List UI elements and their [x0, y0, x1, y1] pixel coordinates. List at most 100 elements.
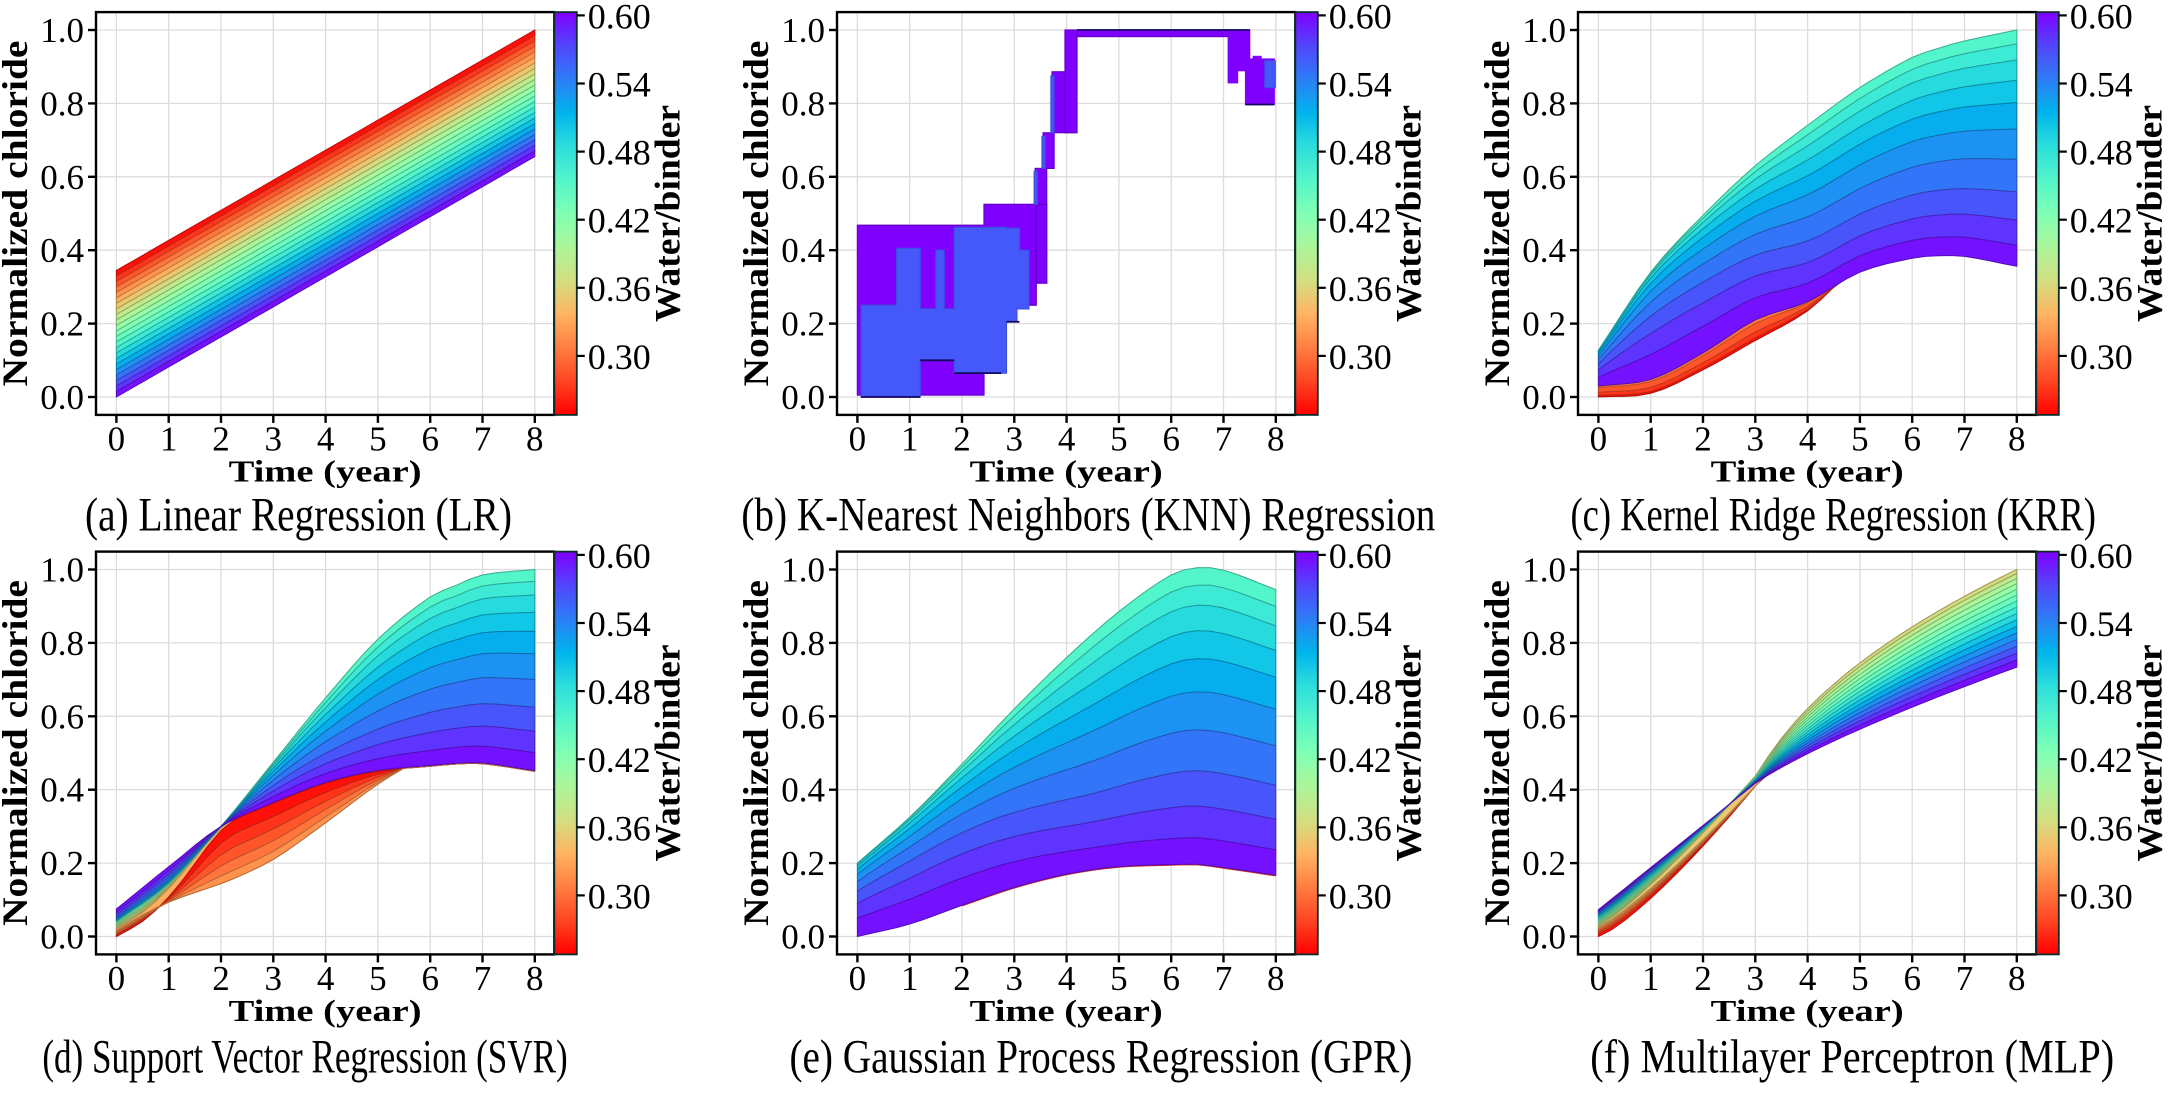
svg-text:0.54: 0.54 — [2070, 604, 2133, 644]
svg-text:0.42: 0.42 — [2070, 201, 2133, 241]
svg-text:0.0: 0.0 — [781, 918, 825, 957]
svg-text:0.0: 0.0 — [781, 378, 825, 417]
svg-text:5: 5 — [1110, 419, 1128, 458]
svg-text:1: 1 — [160, 419, 178, 458]
svg-text:2: 2 — [212, 419, 230, 458]
svg-text:Water/binder: Water/binder — [1388, 644, 1428, 861]
svg-text:1.0: 1.0 — [1522, 551, 1566, 590]
svg-text:0.36: 0.36 — [2070, 808, 2133, 848]
svg-text:0.30: 0.30 — [588, 337, 651, 377]
svg-text:0.48: 0.48 — [2070, 133, 2133, 173]
svg-text:6: 6 — [1903, 419, 1921, 458]
svg-text:5: 5 — [1851, 419, 1869, 458]
svg-text:Normalized chloride: Normalized chloride — [736, 580, 776, 926]
svg-text:0.2: 0.2 — [781, 844, 825, 883]
svg-text:0.42: 0.42 — [588, 201, 651, 241]
svg-text:6: 6 — [421, 419, 439, 458]
svg-text:8: 8 — [526, 959, 544, 998]
svg-text:0: 0 — [849, 419, 867, 458]
svg-text:1: 1 — [160, 959, 178, 998]
svg-text:6: 6 — [1162, 959, 1180, 998]
svg-text:3: 3 — [265, 959, 283, 998]
svg-text:0.4: 0.4 — [40, 231, 84, 270]
svg-text:4: 4 — [1058, 959, 1076, 998]
svg-text:Normalized chloride: Normalized chloride — [1477, 40, 1517, 386]
svg-text:7: 7 — [1956, 959, 1974, 998]
svg-text:1.0: 1.0 — [781, 11, 825, 50]
svg-text:0.6: 0.6 — [781, 697, 825, 736]
svg-text:0.54: 0.54 — [1329, 65, 1392, 105]
svg-text:0.60: 0.60 — [2070, 536, 2133, 576]
svg-text:0.2: 0.2 — [40, 844, 84, 883]
svg-text:0.54: 0.54 — [588, 65, 651, 105]
svg-text:1: 1 — [901, 419, 919, 458]
svg-text:7: 7 — [474, 959, 492, 998]
svg-text:4: 4 — [1799, 419, 1817, 458]
svg-text:7: 7 — [1215, 419, 1233, 458]
svg-text:7: 7 — [474, 419, 492, 458]
svg-text:0.6: 0.6 — [1522, 697, 1566, 736]
svg-text:0.54: 0.54 — [2070, 65, 2133, 105]
svg-text:2: 2 — [953, 419, 971, 458]
svg-text:0.42: 0.42 — [588, 740, 651, 780]
svg-text:0.42: 0.42 — [1329, 740, 1392, 780]
svg-text:4: 4 — [317, 959, 335, 998]
svg-text:0.36: 0.36 — [588, 808, 651, 848]
svg-text:0: 0 — [108, 959, 126, 998]
svg-text:0: 0 — [849, 959, 867, 998]
svg-text:0.4: 0.4 — [781, 231, 825, 270]
svg-text:0.48: 0.48 — [2070, 672, 2133, 712]
svg-text:1: 1 — [1642, 419, 1660, 458]
svg-text:0.30: 0.30 — [1329, 876, 1392, 916]
svg-text:3: 3 — [1006, 959, 1024, 998]
svg-text:0.6: 0.6 — [781, 158, 825, 197]
svg-text:0: 0 — [1590, 959, 1608, 998]
svg-text:8: 8 — [2008, 959, 2026, 998]
svg-text:2: 2 — [953, 959, 971, 998]
svg-text:0: 0 — [108, 419, 126, 458]
svg-text:Normalized chloride: Normalized chloride — [736, 40, 776, 386]
svg-text:2: 2 — [1694, 959, 1712, 998]
svg-text:0.4: 0.4 — [781, 771, 825, 810]
svg-text:3: 3 — [1006, 419, 1024, 458]
svg-text:0.2: 0.2 — [1522, 844, 1566, 883]
svg-text:Time (year): Time (year) — [1711, 993, 1904, 1028]
svg-text:0.6: 0.6 — [1522, 158, 1566, 197]
svg-text:0: 0 — [1590, 419, 1608, 458]
svg-text:Normalized chloride: Normalized chloride — [0, 580, 35, 926]
svg-text:0.6: 0.6 — [40, 158, 84, 197]
svg-text:Time (year): Time (year) — [970, 454, 1163, 489]
svg-text:0.0: 0.0 — [1522, 918, 1566, 957]
svg-text:7: 7 — [1956, 419, 1974, 458]
svg-text:1.0: 1.0 — [40, 551, 84, 590]
svg-text:3: 3 — [1747, 959, 1765, 998]
svg-text:0.42: 0.42 — [2070, 740, 2133, 780]
svg-text:Water/binder: Water/binder — [2129, 644, 2169, 861]
svg-text:0.4: 0.4 — [1522, 231, 1566, 270]
svg-text:0.60: 0.60 — [588, 0, 651, 36]
svg-text:5: 5 — [369, 419, 387, 458]
svg-text:0.8: 0.8 — [40, 624, 84, 663]
svg-text:0.2: 0.2 — [1522, 305, 1566, 344]
svg-text:0.30: 0.30 — [2070, 337, 2133, 377]
svg-text:0.36: 0.36 — [1329, 269, 1392, 309]
svg-text:3: 3 — [265, 419, 283, 458]
svg-text:0.4: 0.4 — [1522, 771, 1566, 810]
svg-text:8: 8 — [2008, 419, 2026, 458]
svg-text:0.8: 0.8 — [1522, 84, 1566, 123]
svg-text:0.48: 0.48 — [1329, 672, 1392, 712]
svg-text:Time (year): Time (year) — [1711, 454, 1904, 489]
svg-text:0.8: 0.8 — [781, 624, 825, 663]
svg-text:0.54: 0.54 — [1329, 604, 1392, 644]
svg-text:Water/binder: Water/binder — [647, 644, 687, 861]
svg-text:7: 7 — [1215, 959, 1233, 998]
svg-text:8: 8 — [526, 419, 544, 458]
svg-text:0.60: 0.60 — [2070, 0, 2133, 36]
svg-text:(f) Multilayer Perceptron (MLP: (f) Multilayer Perceptron (MLP) — [1590, 1030, 2114, 1083]
svg-text:0.48: 0.48 — [588, 133, 651, 173]
svg-text:0.2: 0.2 — [40, 305, 84, 344]
svg-text:1.0: 1.0 — [1522, 11, 1566, 50]
svg-text:(c) Kernel Ridge Regression (K: (c) Kernel Ridge Regression (KRR) — [1570, 488, 2096, 541]
svg-text:0.8: 0.8 — [781, 84, 825, 123]
svg-text:1: 1 — [1642, 959, 1660, 998]
